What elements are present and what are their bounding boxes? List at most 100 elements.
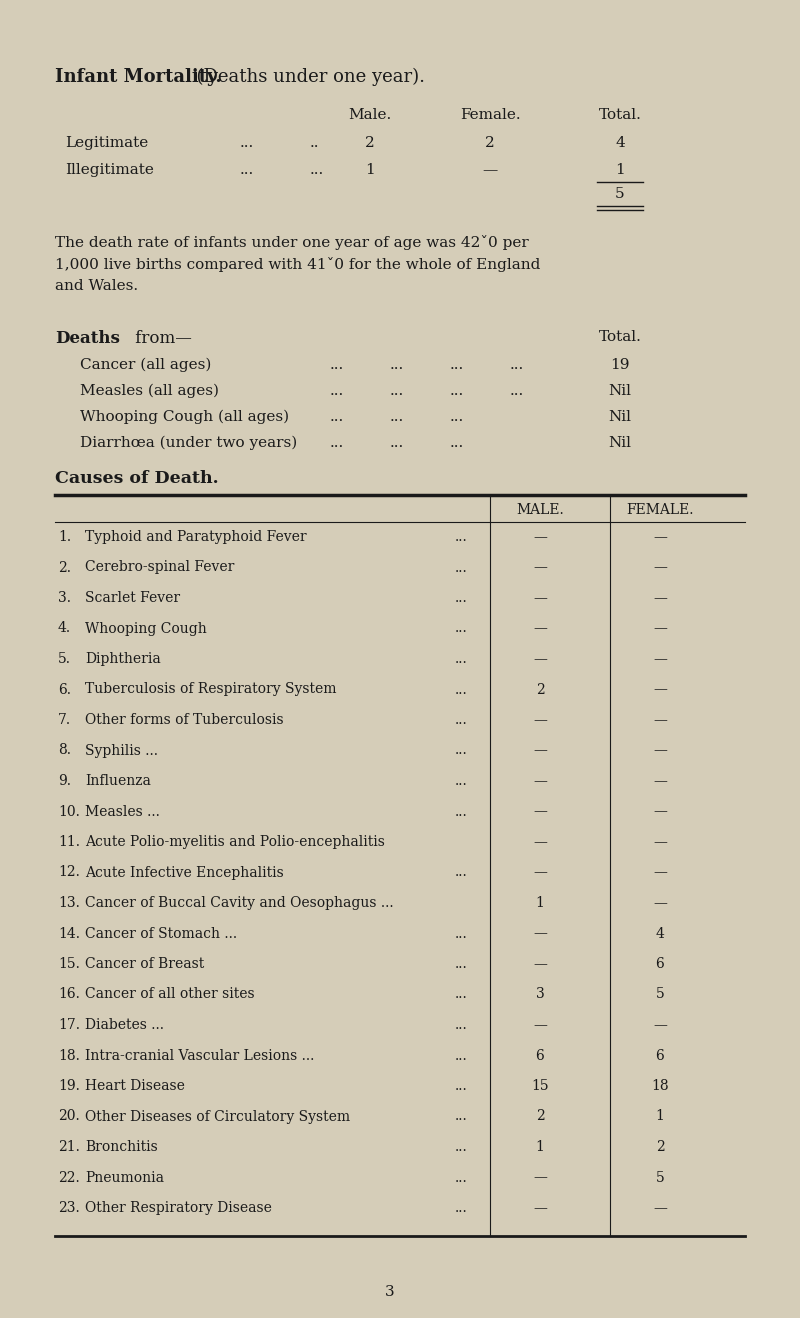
Text: 17.: 17. <box>58 1017 80 1032</box>
Text: Cancer of all other sites: Cancer of all other sites <box>85 987 254 1002</box>
Text: —: — <box>533 530 547 544</box>
Text: ...: ... <box>455 1017 468 1032</box>
Text: 3: 3 <box>385 1285 395 1300</box>
Text: Male.: Male. <box>348 108 392 123</box>
Text: Cancer of Stomach ...: Cancer of Stomach ... <box>85 927 237 941</box>
Text: ...: ... <box>455 743 468 758</box>
Text: 19: 19 <box>610 358 630 372</box>
Text: ...: ... <box>455 1049 468 1062</box>
Text: Bronchitis: Bronchitis <box>85 1140 158 1155</box>
Text: Diarrhœa (under two years): Diarrhœa (under two years) <box>80 436 298 451</box>
Text: —: — <box>482 163 498 177</box>
Text: ...: ... <box>330 410 344 424</box>
Text: ...: ... <box>330 358 344 372</box>
Text: Syphilis ...: Syphilis ... <box>85 743 158 758</box>
Text: Acute Infective Encephalitis: Acute Infective Encephalitis <box>85 866 284 879</box>
Text: 3: 3 <box>536 987 544 1002</box>
Text: 4: 4 <box>655 927 665 941</box>
Text: 18: 18 <box>651 1079 669 1093</box>
Text: 2: 2 <box>536 683 544 696</box>
Text: ...: ... <box>330 384 344 398</box>
Text: 5.: 5. <box>58 652 71 666</box>
Text: ...: ... <box>510 384 524 398</box>
Text: ...: ... <box>455 774 468 788</box>
Text: 6: 6 <box>536 1049 544 1062</box>
Text: 2: 2 <box>485 136 495 150</box>
Text: 19.: 19. <box>58 1079 80 1093</box>
Text: 15: 15 <box>531 1079 549 1093</box>
Text: ...: ... <box>450 358 464 372</box>
Text: 1.: 1. <box>58 530 71 544</box>
Text: —: — <box>533 560 547 575</box>
Text: Measles (all ages): Measles (all ages) <box>80 384 219 398</box>
Text: ...: ... <box>455 1140 468 1155</box>
Text: —: — <box>653 652 667 666</box>
Text: FEMALE.: FEMALE. <box>626 503 694 517</box>
Text: ...: ... <box>455 1079 468 1093</box>
Text: —: — <box>653 530 667 544</box>
Text: Cancer of Buccal Cavity and Oesophagus ...: Cancer of Buccal Cavity and Oesophagus .… <box>85 896 394 909</box>
Text: ...: ... <box>390 384 404 398</box>
Text: ...: ... <box>455 957 468 971</box>
Text: 3.: 3. <box>58 590 71 605</box>
Text: Other Diseases of Circulatory System: Other Diseases of Circulatory System <box>85 1110 350 1123</box>
Text: Measles ...: Measles ... <box>85 804 160 818</box>
Text: ...: ... <box>330 436 344 449</box>
Text: Tuberculosis of Respiratory System: Tuberculosis of Respiratory System <box>85 683 337 696</box>
Text: ...: ... <box>390 358 404 372</box>
Text: —: — <box>533 743 547 758</box>
Text: —: — <box>533 713 547 728</box>
Text: Nil: Nil <box>609 436 631 449</box>
Text: —: — <box>653 896 667 909</box>
Text: ...: ... <box>455 652 468 666</box>
Text: 6: 6 <box>656 957 664 971</box>
Text: 2: 2 <box>656 1140 664 1155</box>
Text: Diphtheria: Diphtheria <box>85 652 161 666</box>
Text: 12.: 12. <box>58 866 80 879</box>
Text: —: — <box>533 652 547 666</box>
Text: ...: ... <box>310 163 324 177</box>
Text: ...: ... <box>390 410 404 424</box>
Text: Diabetes ...: Diabetes ... <box>85 1017 164 1032</box>
Text: ...: ... <box>390 436 404 449</box>
Text: from—: from— <box>130 330 192 347</box>
Text: 6.: 6. <box>58 683 71 696</box>
Text: Influenza: Influenza <box>85 774 151 788</box>
Text: MALE.: MALE. <box>516 503 564 517</box>
Text: 8.: 8. <box>58 743 71 758</box>
Text: 1,000 live births compared with 41ˇ0 for the whole of England: 1,000 live births compared with 41ˇ0 for… <box>55 257 540 272</box>
Text: ...: ... <box>455 927 468 941</box>
Text: ...: ... <box>455 866 468 879</box>
Text: 9.: 9. <box>58 774 71 788</box>
Text: 20.: 20. <box>58 1110 80 1123</box>
Text: 1: 1 <box>655 1110 665 1123</box>
Text: 18.: 18. <box>58 1049 80 1062</box>
Text: Other Respiratory Disease: Other Respiratory Disease <box>85 1201 272 1215</box>
Text: —: — <box>653 866 667 879</box>
Text: Whooping Cough: Whooping Cough <box>85 622 206 635</box>
Text: 21.: 21. <box>58 1140 80 1155</box>
Text: —: — <box>653 683 667 696</box>
Text: and Wales.: and Wales. <box>55 279 138 293</box>
Text: —: — <box>533 590 547 605</box>
Text: Heart Disease: Heart Disease <box>85 1079 185 1093</box>
Text: Cerebro-spinal Fever: Cerebro-spinal Fever <box>85 560 234 575</box>
Text: —: — <box>533 866 547 879</box>
Text: —: — <box>653 836 667 849</box>
Text: ...: ... <box>455 683 468 696</box>
Text: 2.: 2. <box>58 560 71 575</box>
Text: Scarlet Fever: Scarlet Fever <box>85 590 180 605</box>
Text: —: — <box>533 622 547 635</box>
Text: 16.: 16. <box>58 987 80 1002</box>
Text: 1: 1 <box>615 163 625 177</box>
Text: 22.: 22. <box>58 1170 80 1185</box>
Text: Total.: Total. <box>598 108 642 123</box>
Text: 1: 1 <box>535 896 545 909</box>
Text: Whooping Cough (all ages): Whooping Cough (all ages) <box>80 410 289 424</box>
Text: Illegitimate: Illegitimate <box>65 163 154 177</box>
Text: ..: .. <box>310 136 319 150</box>
Text: 13.: 13. <box>58 896 80 909</box>
Text: 10.: 10. <box>58 804 80 818</box>
Text: ...: ... <box>240 163 254 177</box>
Text: Nil: Nil <box>609 384 631 398</box>
